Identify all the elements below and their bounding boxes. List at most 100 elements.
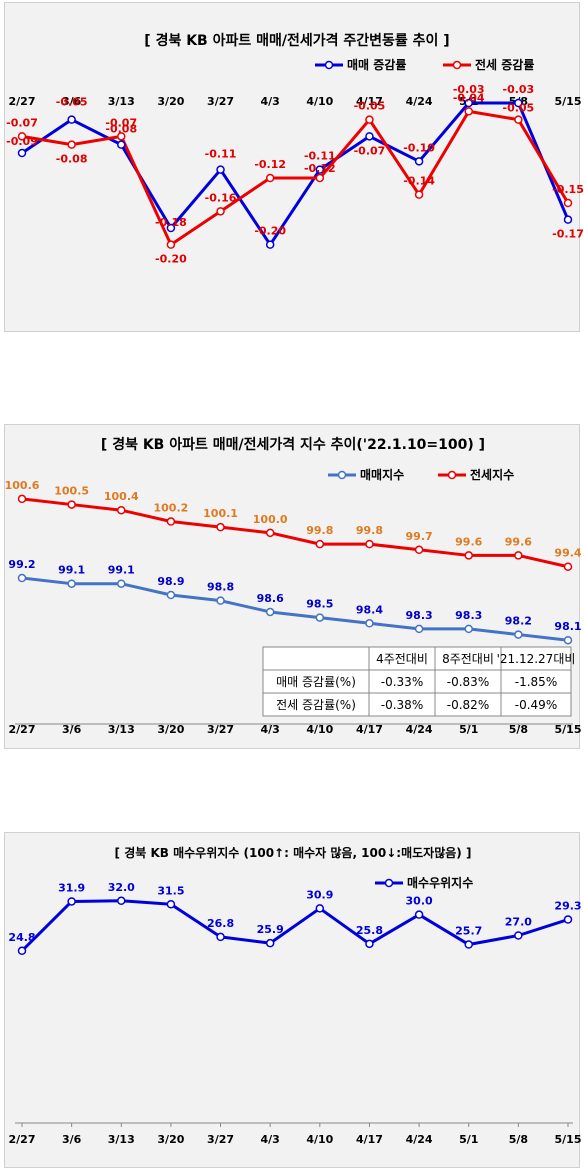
data-label: 31.5	[157, 884, 184, 897]
x-tick-label: 3/13	[108, 95, 135, 108]
data-label: 99.7	[406, 530, 433, 543]
data-point	[216, 165, 225, 174]
legend-swatch-marker	[384, 878, 394, 888]
data-label: 32.0	[108, 881, 135, 894]
data-label: -0.08	[105, 123, 137, 136]
table-header: 8주전대비	[442, 652, 494, 666]
table-value: -0.83%	[447, 675, 489, 689]
data-label: -0.12	[304, 162, 336, 175]
data-label: -0.05	[503, 102, 535, 115]
data-label: 98.2	[505, 615, 532, 628]
series-line	[21, 101, 570, 247]
data-label: -0.03	[453, 83, 485, 96]
data-label: -0.07	[354, 144, 386, 157]
data-label: 100.0	[253, 513, 288, 526]
data-point	[414, 545, 424, 555]
data-point	[117, 140, 126, 149]
x-tick-label: 4/10	[306, 723, 333, 736]
data-point	[365, 132, 374, 141]
data-label: 24.8	[8, 931, 35, 944]
data-point	[216, 932, 225, 942]
legend-label: 전세지수	[470, 467, 514, 482]
data-label: 25.8	[356, 924, 383, 937]
data-label: 26.8	[207, 917, 234, 930]
legend-swatch-marker	[337, 470, 347, 480]
x-tick-label: 4/24	[406, 723, 433, 736]
x-tick-label: 4/24	[406, 95, 433, 108]
data-label: -0.08	[56, 153, 88, 166]
chart-panel-buyer-index: [ 경북 KB 매수우위지수 (100↑: 매수자 많음, 100↓:매도자많음…	[4, 832, 582, 1168]
data-point	[414, 624, 424, 634]
table-header: '21.12.27대비	[497, 652, 576, 666]
x-tick-label: 4/10	[306, 1133, 333, 1146]
data-label: -0.09	[6, 135, 38, 148]
data-label: -0.11	[304, 150, 336, 163]
data-label: 99.6	[505, 535, 532, 548]
data-point	[514, 931, 523, 940]
legend-swatch-marker	[324, 60, 334, 70]
data-label: 25.9	[257, 923, 284, 936]
data-point	[414, 910, 424, 919]
x-tick-label: 4/10	[306, 95, 333, 108]
data-point	[216, 207, 225, 216]
x-tick-label: 3/6	[62, 95, 82, 108]
data-label: 100.5	[54, 485, 89, 498]
data-label: -0.04	[453, 91, 485, 104]
data-label: 27.0	[505, 916, 532, 929]
x-tick-label: 3/27	[207, 723, 234, 736]
x-tick-label: 3/6	[62, 723, 82, 736]
data-point	[166, 240, 176, 249]
data-point	[464, 940, 473, 949]
data-label: 100.1	[203, 507, 238, 520]
data-point	[563, 635, 573, 645]
data-point	[315, 904, 325, 913]
data-label: 98.9	[157, 575, 184, 588]
data-point	[166, 900, 176, 909]
data-label: -0.17	[552, 228, 584, 241]
data-label: -0.03	[503, 83, 535, 96]
chart-weekly-change: [ 경북 KB 아파트 매매/전세가격 주간변동률 추이 ] 2/27 3/6 3/1…	[6, 32, 584, 266]
x-tick-label: 2/27	[9, 723, 36, 736]
data-point	[514, 551, 523, 560]
table-cell	[262, 646, 370, 671]
legend-label: 매매 증감률	[347, 57, 406, 72]
chart-title: [ 경북 KB 아파트 매매/전세가격 주간변동률 추이 ]	[144, 32, 449, 49]
x-tick-label: 4/17	[356, 95, 383, 108]
x-tick-label: 3/13	[108, 723, 135, 736]
data-point	[563, 198, 573, 208]
data-point	[67, 579, 76, 588]
table-value: -0.82%	[447, 698, 489, 712]
data-label: 98.6	[257, 592, 284, 605]
data-label: 99.8	[306, 524, 333, 537]
data-label: -0.07	[6, 116, 38, 129]
legend-label: 전세 증감률	[475, 57, 534, 72]
data-label: 98.8	[207, 581, 234, 594]
series-line	[20, 899, 569, 952]
data-point	[67, 140, 76, 149]
data-label: -0.18	[155, 216, 187, 229]
data-point	[117, 579, 126, 588]
x-tick-label: 5/8	[509, 723, 528, 736]
data-label: 98.3	[455, 609, 482, 622]
data-label: 30.0	[406, 895, 433, 908]
data-point	[414, 157, 424, 166]
data-point	[166, 517, 176, 526]
table-value: -0.38%	[381, 698, 423, 712]
data-label: 30.9	[306, 888, 333, 901]
data-point	[265, 607, 275, 617]
data-point	[315, 165, 325, 174]
table-value: -1.85%	[515, 675, 557, 689]
data-label: 98.5	[306, 598, 333, 611]
data-point	[265, 528, 275, 538]
data-label: 99.1	[58, 564, 85, 577]
x-tick-label: 4/3	[261, 723, 280, 736]
x-tick-label: 3/13	[108, 1133, 135, 1146]
x-tick-label: 3/27	[207, 1133, 234, 1146]
data-point	[315, 613, 325, 622]
table-value: 전세 증감률(%)	[276, 698, 356, 712]
data-point	[216, 596, 225, 605]
data-point	[166, 590, 176, 600]
data-point	[365, 539, 374, 549]
data-label: 25.7	[455, 925, 482, 938]
x-tick-label: 5/8	[509, 1133, 528, 1146]
